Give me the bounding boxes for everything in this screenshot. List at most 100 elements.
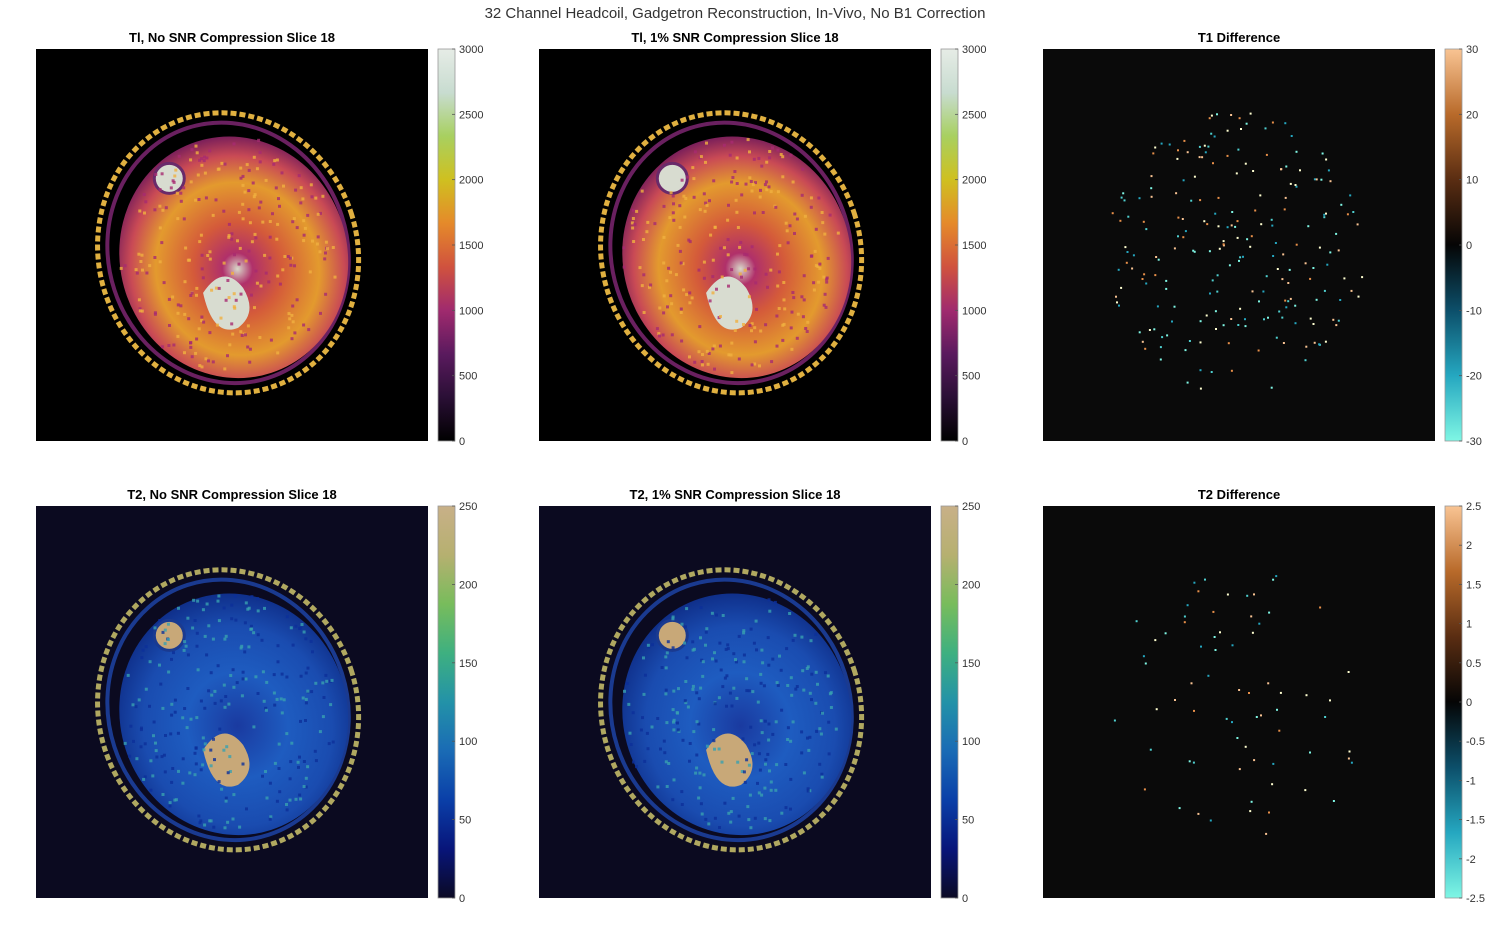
tissue-speckle <box>204 357 208 361</box>
tissue-speckle <box>222 683 226 687</box>
difference-voxel <box>1126 251 1129 253</box>
tissue-speckle <box>134 705 138 709</box>
tissue-speckle <box>218 727 222 731</box>
tissue-speckle <box>705 744 709 748</box>
tissue-speckle <box>748 176 752 180</box>
tissue-speckle <box>712 179 716 183</box>
tissue-speckle <box>277 742 281 746</box>
tissue-speckle <box>785 229 789 233</box>
difference-voxel <box>1203 220 1206 223</box>
difference-voxel <box>1323 289 1326 292</box>
tissue-speckle <box>182 648 186 652</box>
panel-title: Tl, 1% SNR Compression Slice 18 <box>631 30 838 45</box>
difference-voxel <box>1246 238 1249 241</box>
tissue-speckle <box>255 281 259 285</box>
tissue-speckle <box>691 684 695 688</box>
tissue-speckle <box>304 785 308 789</box>
tissue-speckle <box>740 275 743 279</box>
tissue-speckle <box>290 313 294 317</box>
tissue-speckle <box>809 254 813 258</box>
tissue-speckle <box>713 367 716 371</box>
difference-voxel <box>1148 329 1151 331</box>
difference-voxel <box>1153 328 1156 331</box>
tissue-speckle <box>699 155 703 159</box>
tissue-speckle <box>217 167 221 171</box>
tissue-speckle <box>726 647 730 651</box>
tissue-speckle <box>256 597 260 601</box>
tissue-speckle <box>718 344 722 348</box>
tissue-speckle <box>800 295 804 299</box>
tissue-speckle <box>213 758 216 762</box>
tissue-speckle <box>757 156 761 160</box>
tissue-speckle <box>703 209 707 213</box>
tissue-speckle <box>255 167 259 171</box>
tissue-speckle <box>742 653 746 657</box>
tissue-speckle <box>324 292 328 296</box>
tissue-speckle <box>145 271 149 275</box>
tissue-speckle <box>774 788 778 792</box>
difference-voxel <box>1192 761 1195 764</box>
tissue-speckle <box>233 594 237 598</box>
tissue-speckle <box>309 183 313 187</box>
tissue-speckle <box>272 673 276 677</box>
tissue-speckle <box>304 697 308 701</box>
tissue-speckle <box>226 820 230 824</box>
difference-voxel <box>1304 789 1307 792</box>
tissue-speckle <box>280 171 284 175</box>
tissue-speckle <box>800 193 804 197</box>
difference-voxel <box>1295 150 1298 153</box>
tissue-speckle <box>149 788 153 792</box>
tissue-speckle <box>294 797 298 801</box>
tissue-speckle <box>309 639 313 643</box>
tissue-speckle <box>824 671 827 675</box>
tissue-speckle <box>627 702 631 706</box>
difference-voxel <box>1325 212 1327 215</box>
tissue-speckle <box>769 190 773 194</box>
colorbar-tick-label: 2000 <box>962 175 986 187</box>
tissue-speckle <box>247 645 251 649</box>
difference-voxel <box>1240 128 1242 130</box>
tissue-speckle <box>622 246 626 250</box>
tissue-speckle <box>699 606 703 610</box>
panel-title: T2 Difference <box>1198 487 1280 502</box>
tissue-speckle <box>186 258 190 262</box>
tissue-speckle <box>721 614 725 617</box>
difference-voxel <box>1281 316 1284 319</box>
tissue-speckle <box>198 158 202 162</box>
tissue-speckle <box>827 720 831 724</box>
tissue-speckle <box>760 793 764 797</box>
tissue-speckle <box>172 343 176 347</box>
tissue-speckle <box>724 647 728 651</box>
tissue-speckle <box>259 284 263 288</box>
tissue-speckle <box>286 255 290 258</box>
tissue-speckle <box>167 344 171 347</box>
tissue-speckle <box>264 271 268 275</box>
tissue-speckle <box>331 246 335 249</box>
tissue-speckle <box>298 793 302 797</box>
tissue-speckle <box>659 747 662 751</box>
tissue-speckle <box>280 672 284 676</box>
tissue-speckle <box>711 275 715 279</box>
difference-voxel <box>1329 251 1332 254</box>
tissue-speckle <box>239 292 243 296</box>
tissue-speckle <box>814 632 818 636</box>
tissue-speckle <box>749 725 753 729</box>
tissue-speckle <box>223 826 227 830</box>
tissue-speckle <box>802 771 806 775</box>
colorbar-tick-label: 200 <box>459 579 477 591</box>
tissue-speckle <box>195 644 199 648</box>
difference-voxel <box>1312 267 1315 269</box>
difference-voxel <box>1150 175 1153 178</box>
tissue-speckle <box>662 261 666 265</box>
tissue-speckle <box>304 637 308 641</box>
tissue-speckle <box>701 363 704 367</box>
tissue-speckle <box>328 679 332 683</box>
tissue-speckle <box>664 692 668 696</box>
tissue-speckle <box>246 345 250 349</box>
tissue-speckle <box>153 312 157 316</box>
difference-voxel <box>1138 197 1141 200</box>
difference-voxel <box>1319 606 1322 609</box>
tissue-speckle <box>749 627 753 631</box>
difference-voxel <box>1348 750 1351 753</box>
difference-voxel <box>1244 325 1247 328</box>
